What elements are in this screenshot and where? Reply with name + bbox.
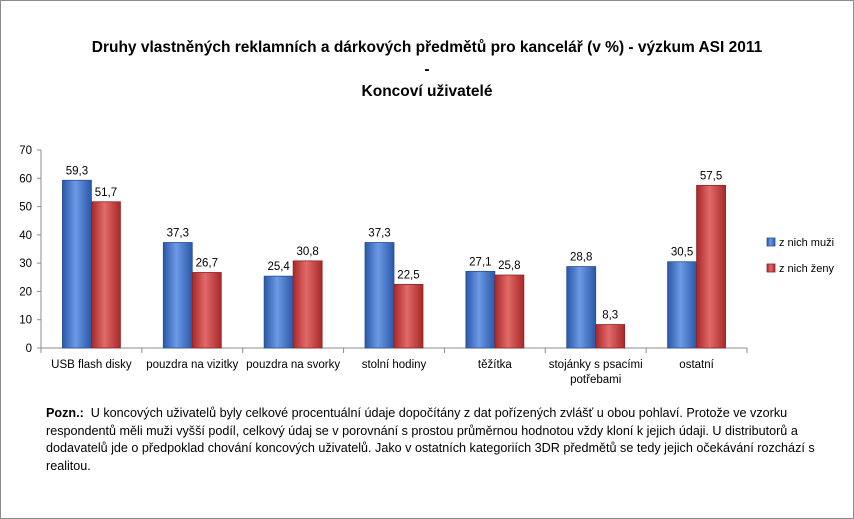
data-label: 37,3 (368, 227, 390, 239)
chart-labels: 59,3 37,3 25,4 37,3 27,1 28,8 30,5 51,7 26,7 30,8… (66, 165, 723, 321)
footnote: Pozn.: U koncových uživatelů byly celkov… (46, 405, 826, 475)
y-tick-label: 50 (19, 202, 32, 214)
legend-label-zeny: z nich ženy (779, 263, 835, 275)
bar-zeny (494, 274, 525, 349)
bar-muzi (62, 179, 92, 349)
y-tick-label: 30 (19, 258, 32, 270)
data-label: 22,5 (397, 269, 419, 281)
bar-muzi (162, 242, 193, 349)
bar-muzi (465, 270, 496, 349)
data-label: 28,8 (570, 252, 592, 264)
chart-title-line3: Koncoví uživatelé (361, 83, 493, 100)
bar-zeny (696, 184, 726, 349)
data-label: 51,7 (95, 187, 117, 199)
x-tick-label: pouzdra na vizitky (146, 359, 238, 371)
footnote-label: Pozn.: (46, 406, 84, 420)
bar-zeny (292, 260, 323, 349)
legend-swatch-zeny (766, 263, 776, 273)
bar-zeny (595, 324, 626, 349)
y-tick-label: 70 (19, 145, 32, 157)
bar-muzi (364, 242, 395, 349)
legend-label-muzi: z nich muži (779, 237, 834, 249)
bar-zeny (393, 283, 424, 349)
x-tick-label: stojánky s psacími potřebami (549, 359, 643, 386)
legend-swatch-muzi (766, 237, 776, 247)
x-tick-label: ostatní (679, 359, 714, 371)
data-label: 30,8 (296, 246, 318, 258)
x-tick-label: USB flash disky (51, 359, 132, 371)
data-label: 57,5 (700, 170, 722, 182)
x-tick-label: pouzdra na svorky (246, 359, 340, 371)
data-label: 26,7 (196, 257, 218, 269)
y-tick-label: 0 (26, 343, 32, 355)
bar-muzi (263, 275, 294, 349)
data-label: 27,1 (469, 256, 491, 268)
chart-title-line1: Druhy vlastněných reklamních a dárkových… (91, 39, 763, 56)
data-label: 59,3 (66, 165, 88, 177)
y-tick-label: 20 (19, 286, 32, 298)
bar-muzi (566, 266, 597, 349)
chart-bars (62, 179, 726, 349)
bar-zeny (91, 201, 121, 349)
y-tick-label: 60 (19, 173, 32, 185)
data-label: 25,4 (267, 261, 290, 273)
y-tick-label: 10 (19, 315, 32, 327)
data-label: 8,3 (602, 310, 618, 322)
chart-legend: z nich muži z nich ženy (766, 237, 835, 275)
footnote-text: U koncových uživatelů byly celkové proce… (46, 406, 815, 473)
bar-muzi (667, 261, 697, 349)
x-tick-label: stolní hodiny (362, 359, 427, 371)
chart-title-line2: - (424, 61, 430, 78)
data-label: 30,5 (671, 247, 693, 259)
y-tick-label: 40 (19, 230, 32, 242)
data-label: 37,3 (167, 227, 189, 239)
data-label: 25,8 (498, 260, 520, 272)
chart-axes: 0 10 20 30 40 50 60 70 USB flash disky pouzdra na… (19, 145, 748, 386)
bar-zeny (191, 272, 222, 349)
x-tick-label: těžítka (478, 359, 512, 371)
